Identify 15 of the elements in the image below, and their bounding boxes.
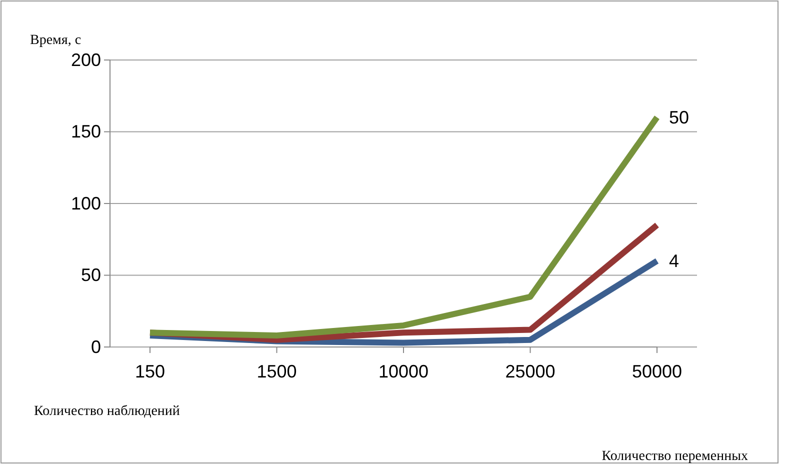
y-axis-title: Время, с [30, 33, 82, 48]
series-label: 50 [669, 107, 690, 128]
x-axis-title: Количество наблюдений [34, 404, 180, 419]
x-tick-label: 50000 [632, 362, 682, 382]
text: Количество переменных [602, 449, 748, 464]
x-tick-label: 1500 [256, 362, 297, 382]
y-tick-label: 0 [90, 336, 101, 357]
y-tick-label: 100 [70, 193, 101, 214]
series-label: 4 [669, 250, 680, 271]
y-tick-label: 150 [70, 122, 101, 142]
x-tick-label: 25000 [505, 362, 556, 382]
x-tick-label: 10000 [378, 362, 429, 382]
x-tick-label: 150 [134, 362, 166, 382]
y-tick-label: 200 [70, 50, 101, 70]
y-tick-label: 50 [80, 265, 101, 286]
